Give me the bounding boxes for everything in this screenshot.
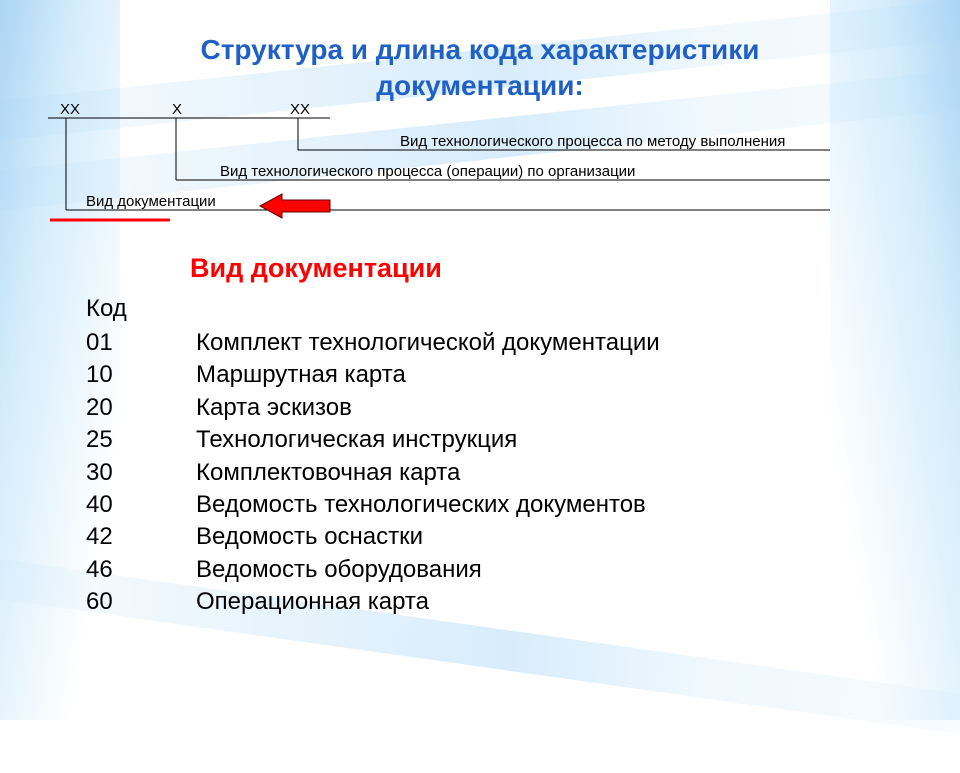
field-code-1: XX	[60, 101, 80, 118]
field-desc-1: Вид документации	[86, 193, 216, 210]
table-row: 01 Комплект технологической документации	[86, 327, 660, 359]
table-row: 40 Ведомость технологических документов	[86, 489, 660, 521]
desc-cell: Технологическая инструкция	[196, 424, 660, 456]
desc-cell: Ведомость оснастки	[196, 521, 660, 553]
code-cell: 25	[86, 424, 196, 456]
field-desc-3: Вид технологического процесса по методу …	[400, 133, 785, 150]
desc-cell: Ведомость технологических документов	[196, 489, 660, 521]
table-row: 60 Операционная карта	[86, 586, 660, 618]
table-row: 46 Ведомость оборудования	[86, 554, 660, 586]
desc-cell: Операционная карта	[196, 586, 660, 618]
code-cell: 10	[86, 359, 196, 391]
code-cell: 42	[86, 521, 196, 553]
table-row: 42 Ведомость оснастки	[86, 521, 660, 553]
code-cell: 01	[86, 327, 196, 359]
desc-cell: Комплект технологической документации	[196, 327, 660, 359]
desc-cell: Комплектовочная карта	[196, 457, 660, 489]
desc-cell: Маршрутная карта	[196, 359, 660, 391]
table-row: 10 Маршрутная карта	[86, 359, 660, 391]
desc-cell: Ведомость оборудования	[196, 554, 660, 586]
code-cell: 60	[86, 586, 196, 618]
table-row: 25 Технологическая инструкция	[86, 424, 660, 456]
table-row: 30 Комплектовочная карта	[86, 457, 660, 489]
page-title: Структура и длина кода характеристики до…	[0, 32, 960, 105]
table-row: 20 Карта эскизов	[86, 392, 660, 424]
code-cell: 30	[86, 457, 196, 489]
code-cell: 20	[86, 392, 196, 424]
field-code-2: X	[172, 101, 182, 118]
doc-type-table: Код 01 Комплект технологической документ…	[86, 295, 660, 619]
code-structure-diagram: XX Вид документации X Вид технологическо…	[30, 98, 900, 228]
section-subtitle: Вид документации	[190, 253, 442, 284]
field-desc-2: Вид технологического процесса (операции)…	[220, 163, 635, 180]
code-cell: 46	[86, 554, 196, 586]
field-code-3: XX	[290, 101, 310, 118]
desc-cell: Карта эскизов	[196, 392, 660, 424]
code-cell: 40	[86, 489, 196, 521]
table-header-code: Код	[86, 295, 660, 323]
title-line-1: Структура и длина кода характеристики	[0, 32, 960, 68]
red-arrow-icon	[260, 194, 330, 218]
